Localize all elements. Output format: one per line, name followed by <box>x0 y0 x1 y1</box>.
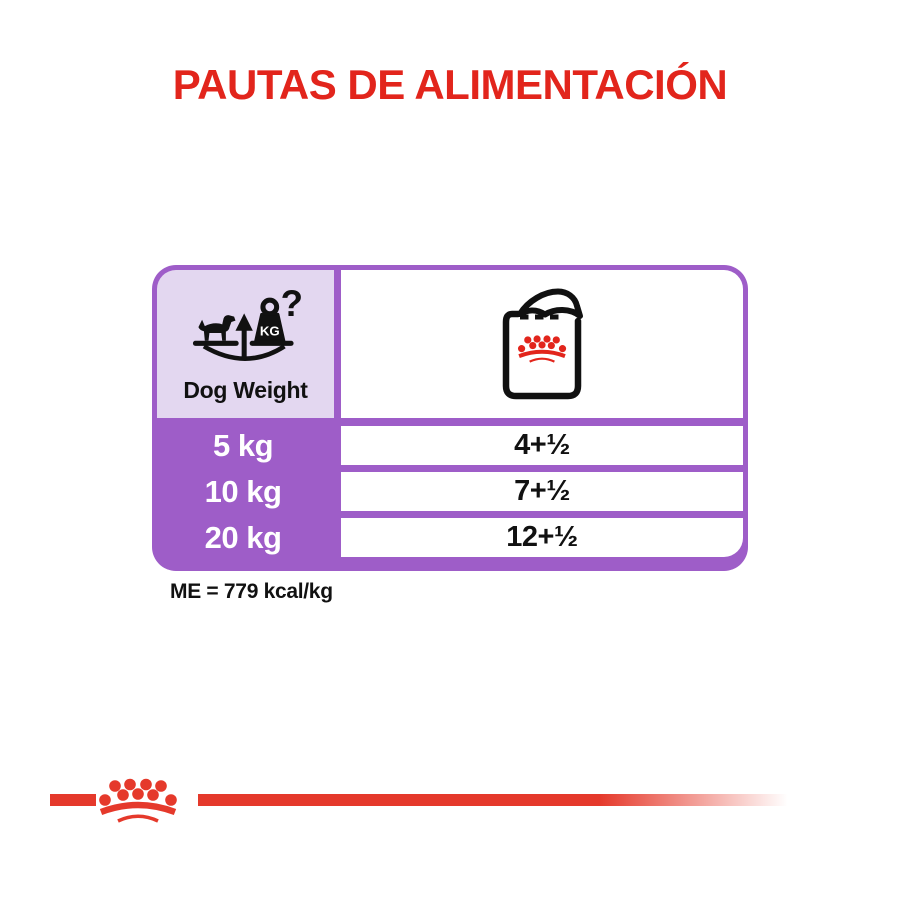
question-mark-glyph: ? <box>280 285 302 324</box>
divider-bar-right <box>198 794 806 806</box>
pouch-count-cell: 4+½ <box>341 426 743 465</box>
dog-weight-scale-icon: ? KG <box>192 285 302 361</box>
weight-label: 20 kg <box>204 519 282 555</box>
feeding-table: ? KG Dog Weight <box>152 265 748 571</box>
dog-weight-label: Dog Weight <box>183 376 308 403</box>
energy-footnote: ME = 779 kcal/kg <box>170 580 333 603</box>
pouch-count-cell: 12+½ <box>341 518 743 557</box>
divider-bar-left <box>50 794 96 806</box>
kg-weight-label: KG <box>259 323 279 338</box>
weight-label: 5 kg <box>212 427 274 463</box>
page-title: PAUTAS DE ALIMENTACIÓN <box>172 61 728 108</box>
pouch-count-cell: 7+½ <box>341 472 743 511</box>
royal-canin-crown-icon <box>99 778 177 823</box>
pouch-torn-flap <box>517 288 583 319</box>
pouch-header-cell <box>341 270 743 418</box>
weight-label: 10 kg <box>204 473 282 509</box>
wet-food-pouch-icon <box>502 288 583 400</box>
dog-silhouette <box>197 314 235 341</box>
dog-weight-header-cell: ? KG Dog Weight <box>157 270 334 418</box>
royal-canin-crown-icon <box>517 335 567 363</box>
